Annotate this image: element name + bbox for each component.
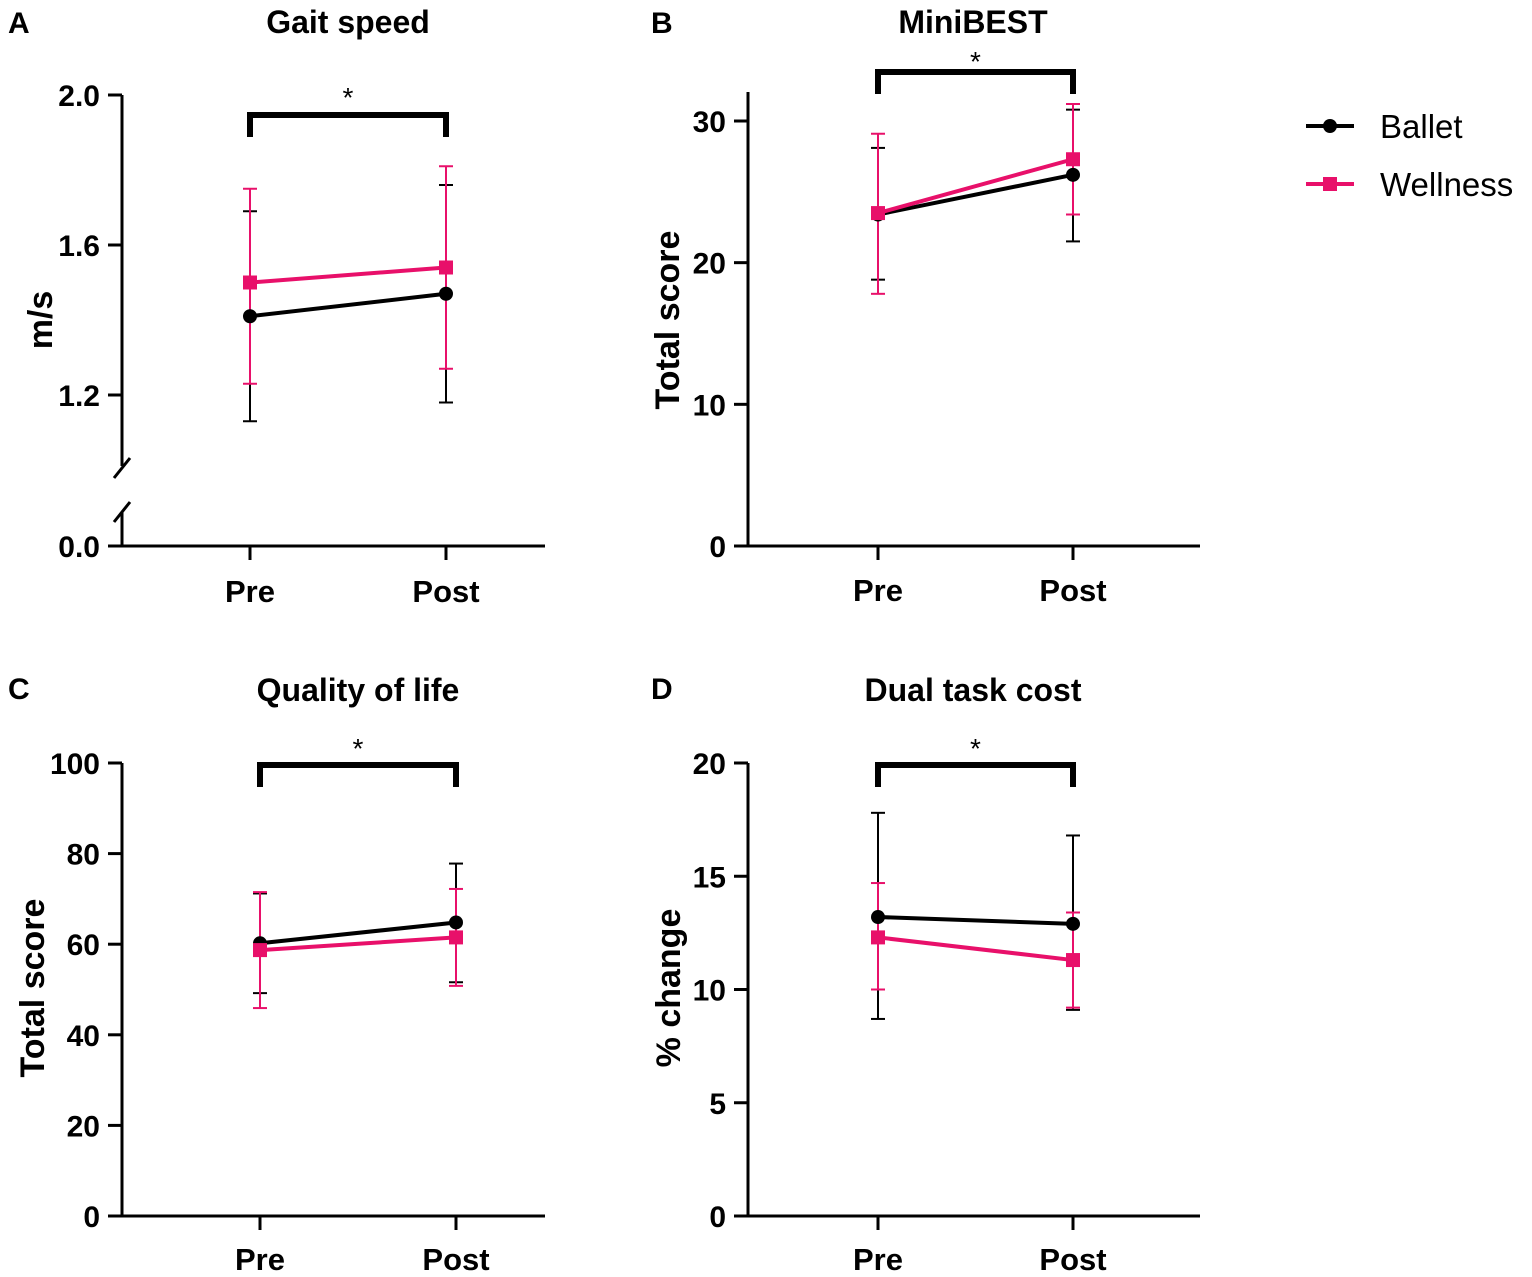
y-axis-label: % change [650, 909, 688, 1068]
series-line-ballet [249, 291, 447, 319]
panel-letter: C [8, 673, 30, 706]
data-point-wellness [871, 206, 885, 221]
chart-title: Gait speed [266, 4, 430, 40]
significance-star: * [353, 733, 364, 764]
y-tick-label: 0 [83, 1201, 100, 1234]
x-tick-label: Post [422, 1242, 489, 1277]
legend-marker-wellness [1323, 177, 1337, 191]
y-tick-label: 40 [67, 1020, 100, 1053]
axis-break-mark [112, 457, 132, 479]
data-point-wellness [439, 260, 453, 275]
x-tick-label: Pre [853, 573, 903, 608]
significance-bracket [257, 762, 459, 787]
y-tick-label: 0.0 [58, 531, 100, 564]
y-tick-label: 0 [709, 531, 726, 564]
data-point-wellness [871, 930, 885, 945]
x-tick-label: Post [1039, 1242, 1106, 1277]
data-point-wellness [1066, 953, 1080, 968]
series-line-wellness [877, 157, 1074, 216]
panel-B: B MiniBEST Total score 0 10 20 30 Pre Post * [649, 4, 1200, 608]
y-tick-label: 20 [67, 1110, 100, 1143]
significance-star: * [970, 733, 981, 764]
data-point-ballet [1066, 167, 1080, 182]
y-tick-label: 60 [67, 929, 100, 962]
y-tick-label: 20 [693, 748, 726, 781]
x-tick-label: Pre [853, 1242, 903, 1277]
y-axis-label: Total score [14, 899, 52, 1078]
legend-label-ballet: Ballet [1380, 108, 1463, 145]
y-tick-label: 10 [693, 975, 726, 1008]
data-point-ballet [439, 286, 453, 301]
legend: Ballet Wellness [1306, 108, 1513, 203]
data-point-ballet [243, 309, 257, 324]
y-tick-label: 30 [693, 106, 726, 139]
significance-bracket [247, 112, 449, 137]
series-line-wellness [249, 265, 447, 285]
x-tick-label: Pre [225, 574, 275, 609]
series-line-wellness [877, 935, 1074, 963]
x-tick-label: Post [412, 574, 479, 609]
axis-break-mark [112, 501, 132, 523]
y-tick-label: 1.2 [58, 380, 100, 413]
significance-bracket [875, 762, 1076, 787]
chart-title: Quality of life [257, 672, 460, 708]
data-point-ballet [871, 910, 885, 925]
panel-C: C Quality of life Total score 0 20 40 60 80 100 P… [8, 672, 545, 1277]
y-axis-label: m/s [22, 291, 60, 350]
legend-label-wellness: Wellness [1380, 166, 1513, 203]
y-tick-label: 0 [709, 1201, 726, 1234]
y-tick-label: 5 [709, 1088, 726, 1121]
data-point-wellness [449, 930, 463, 945]
significance-star: * [970, 46, 981, 77]
series-line-ballet [259, 920, 457, 946]
panel-A: A Gait speed m/s 0.0 1.2 1.6 2.0 Pre Post * [8, 4, 545, 609]
data-point-ballet [449, 915, 463, 930]
significance-star: * [343, 82, 354, 113]
data-point-wellness [1066, 152, 1080, 167]
data-point-wellness [253, 943, 267, 958]
panel-letter: A [8, 7, 30, 40]
panel-letter: B [651, 7, 673, 40]
panel-D: D Dual task cost % change 0 5 10 15 20 Pre Post * [650, 672, 1200, 1277]
series-line-ballet [877, 915, 1074, 926]
y-tick-label: 100 [50, 748, 100, 781]
y-tick-label: 10 [693, 389, 726, 422]
y-tick-label: 15 [693, 861, 726, 894]
series-line-wellness [259, 935, 457, 953]
series-line-ballet [877, 172, 1074, 217]
y-tick-label: 20 [693, 248, 726, 281]
y-tick-label: 80 [67, 839, 100, 872]
legend-marker-ballet [1323, 119, 1337, 133]
panel-letter: D [651, 673, 673, 706]
y-axis-label: Total score [649, 231, 687, 410]
y-tick-label: 2.0 [58, 80, 100, 113]
chart-title: MiniBEST [898, 4, 1048, 40]
significance-bracket [875, 69, 1076, 94]
x-tick-label: Post [1039, 573, 1106, 608]
data-point-ballet [1066, 916, 1080, 931]
y-tick-label: 1.6 [58, 230, 100, 263]
chart-title: Dual task cost [865, 672, 1082, 708]
data-point-wellness [243, 275, 257, 290]
x-tick-label: Pre [235, 1242, 285, 1277]
